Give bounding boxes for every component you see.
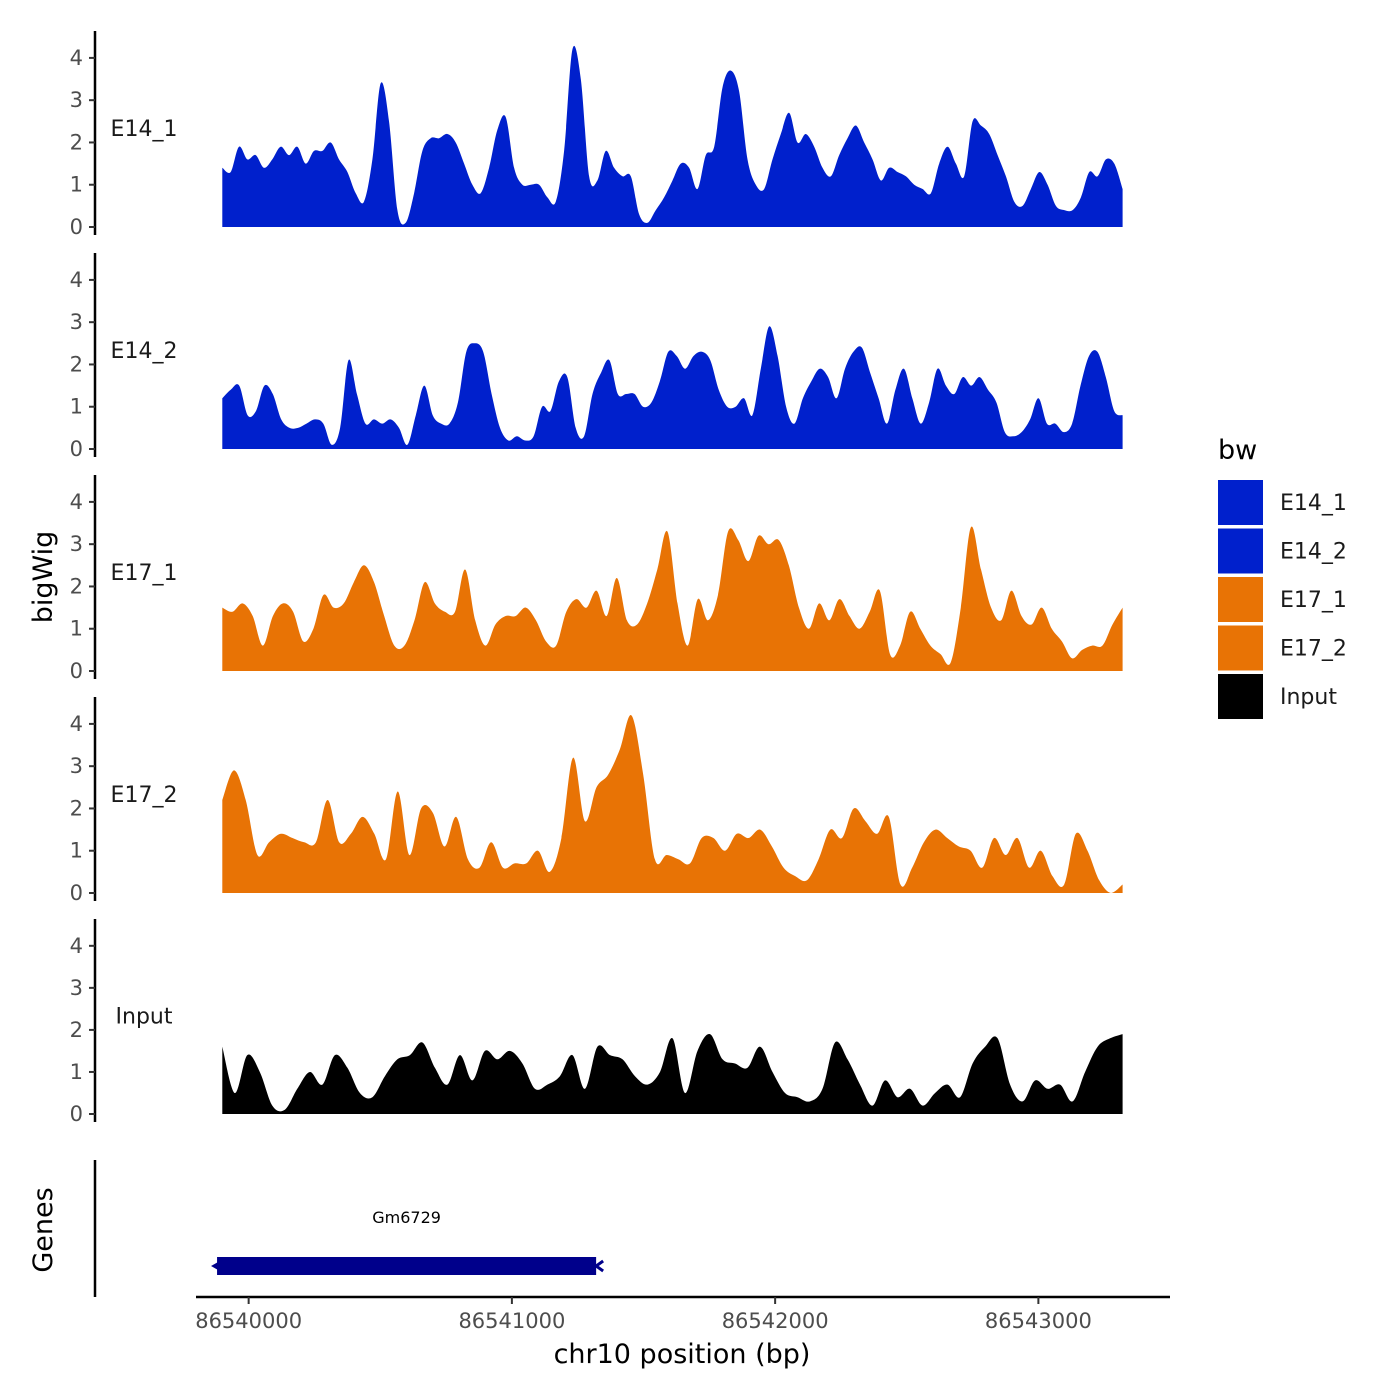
legend-swatch (1218, 625, 1263, 671)
y-tick-label: 2 (70, 1018, 83, 1042)
y-tick-label: 1 (70, 395, 83, 419)
coverage-area-E14_2 (222, 326, 1123, 449)
coverage-area-Input (222, 1033, 1123, 1114)
coverage-area-E17_1 (222, 526, 1123, 671)
y-tick-label: 0 (70, 437, 83, 461)
legend-swatch (1218, 674, 1263, 719)
track-panels: 0 1 2 3 4 E14_1 0 1 2 3 4 E14_2 0 1 2 3 4 E17_1 0 1 2 3 4 E17_2… (70, 31, 1123, 1126)
y-tick-label: 0 (70, 881, 83, 905)
legend-entry-E17_1: E17_1 (1218, 577, 1347, 622)
x-tick-label: 86541000 (458, 1309, 565, 1333)
x-axis-title: chr10 position (bp) (554, 1339, 811, 1370)
y-tick-label: 3 (70, 532, 83, 556)
genes-axis-title: Genes (28, 1187, 59, 1272)
y-tick-label: 0 (70, 215, 83, 239)
gene-label: Gm6729 (372, 1208, 441, 1227)
gene-Gm6729: Gm6729 (211, 1208, 605, 1275)
legend-label: E14_2 (1280, 540, 1347, 565)
gene-panel: Gm6729 (93, 1160, 605, 1297)
legend-entry-E17_2: E17_2 (1218, 625, 1347, 671)
y-tick-label: 3 (70, 310, 83, 334)
coverage-area-E14_1 (222, 45, 1123, 227)
legend-label: Input (1280, 685, 1337, 710)
x-axis: 86540000 86541000 86542000 86543000 (195, 1295, 1170, 1333)
y-tick-label: 4 (70, 46, 83, 70)
legend-label: E17_1 (1280, 588, 1347, 613)
legend-label: E17_2 (1280, 637, 1347, 662)
y-axis-title: bigWig (28, 531, 59, 624)
track-label: E17_1 (111, 561, 178, 586)
track-label: Input (116, 1005, 173, 1030)
y-tick-label: 2 (70, 574, 83, 598)
y-tick-label: 4 (70, 712, 83, 736)
y-tick-label: 4 (70, 490, 83, 514)
x-tick-label: 86542000 (722, 1309, 829, 1333)
y-tick-label: 1 (70, 173, 83, 197)
track-E17_1: 0 1 2 3 4 E17_1 (70, 475, 1123, 683)
legend-swatch (1218, 480, 1263, 525)
legend-swatch (1218, 577, 1263, 622)
y-tick-label: 3 (70, 976, 83, 1000)
y-tick-label: 2 (70, 352, 83, 376)
y-tick-label: 4 (70, 268, 83, 292)
legend-entry-Input: Input (1218, 674, 1337, 719)
legend-entry-E14_1: E14_1 (1218, 480, 1347, 525)
y-tick-label: 1 (70, 1060, 83, 1084)
y-tick-label: 2 (70, 130, 83, 154)
y-tick-label: 3 (70, 88, 83, 112)
legend-label: E14_1 (1280, 491, 1347, 516)
y-tick-label: 2 (70, 796, 83, 820)
legend-title: bw (1218, 435, 1257, 466)
track-label: E14_2 (111, 339, 178, 364)
track-Input: 0 1 2 3 4 Input (70, 919, 1123, 1126)
gene-body (217, 1257, 597, 1275)
legend-entry-E14_2: E14_2 (1218, 528, 1347, 574)
track-E17_2: 0 1 2 3 4 E17_2 (70, 697, 1123, 905)
x-tick-label: 86543000 (985, 1309, 1092, 1333)
y-tick-label: 3 (70, 754, 83, 778)
y-tick-label: 4 (70, 934, 83, 958)
track-E14_1: 0 1 2 3 4 E14_1 (70, 31, 1123, 239)
strand-arrow (593, 1259, 605, 1273)
y-tick-label: 1 (70, 839, 83, 863)
y-tick-label: 0 (70, 1102, 83, 1126)
coverage-area-E17_2 (222, 715, 1123, 893)
x-tick-label: 86540000 (195, 1309, 302, 1333)
legend: bw E14_1 E14_2 E17_1 E17_2 Input (1218, 435, 1347, 719)
y-tick-label: 0 (70, 659, 83, 683)
track-label: E14_1 (111, 117, 178, 142)
track-label: E17_2 (111, 783, 178, 808)
track-E14_2: 0 1 2 3 4 E14_2 (70, 253, 1123, 461)
y-tick-label: 1 (70, 617, 83, 641)
legend-swatch (1218, 528, 1263, 574)
strand-arrow (211, 1260, 222, 1272)
